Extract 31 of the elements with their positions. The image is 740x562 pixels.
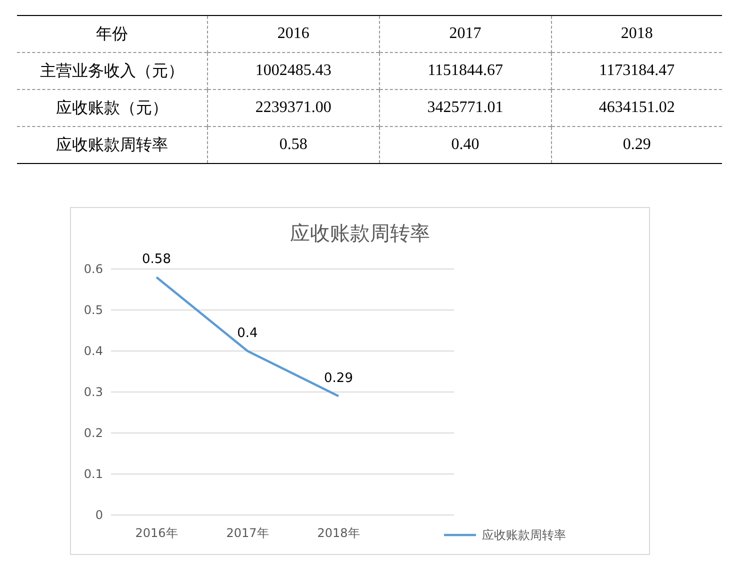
text: 2018 [551,16,722,52]
text: 4634151.02 [551,90,722,126]
data-label: 0.58 [142,252,171,268]
text: 应收账款周转率 [17,126,208,164]
text: 1173184.47 [551,52,722,90]
y-tick-label: 0.5 [84,303,103,317]
y-tick-label: 0 [95,508,103,522]
text: 0.40 [379,126,552,164]
x-tick-label: 2018年 [317,526,360,540]
y-tick-label: 0.6 [84,262,103,276]
chart-title: 应收账款周转率 [290,221,430,245]
data-label: 0.29 [324,371,353,386]
text: 0.29 [551,126,722,164]
text: 3425771.01 [379,90,552,126]
data-label: 0.4 [237,326,258,341]
text: 0.58 [208,126,380,164]
text: 1002485.43 [208,52,380,90]
text: 主营业务收入（元） [17,52,208,90]
text: 2017 [379,16,552,52]
text: 年份 [17,16,208,52]
text: 1151844.67 [379,52,552,90]
legend-label: 应收账款周转率 [482,528,566,542]
text: 2239371.00 [208,90,380,126]
y-tick-label: 0.2 [84,426,103,440]
x-tick-label: 2017年 [226,526,269,540]
text: 应收账款（元） [17,90,208,126]
y-tick-label: 0.4 [84,344,103,358]
y-tick-label: 0.1 [84,467,103,481]
text: 2016 [208,16,380,52]
x-tick-label: 2016年 [135,526,178,540]
y-tick-label: 0.3 [84,385,103,399]
